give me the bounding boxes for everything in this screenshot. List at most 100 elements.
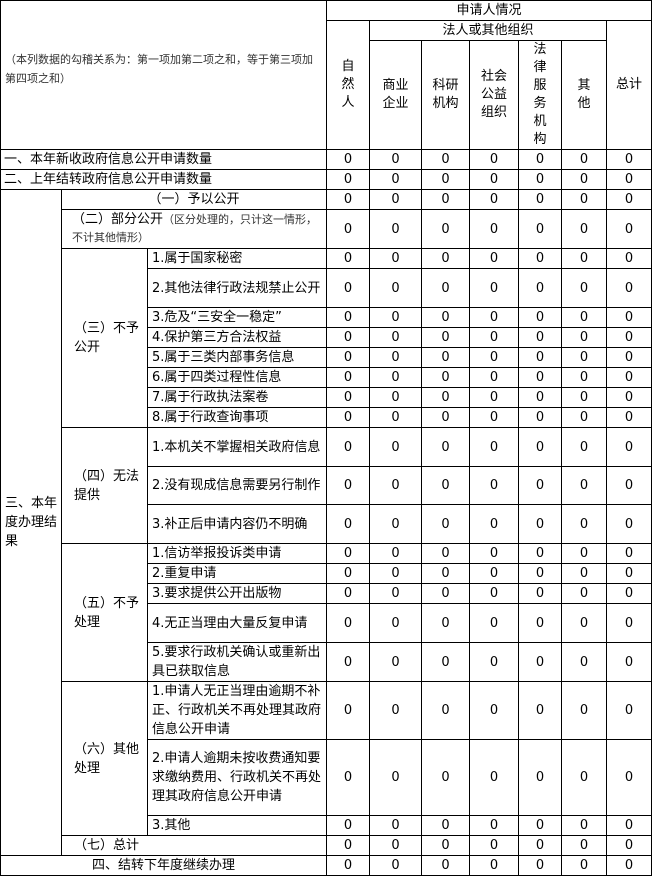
value-cell: 0 bbox=[369, 855, 423, 876]
value-cell: 0 bbox=[326, 248, 371, 269]
value-cell: 0 bbox=[561, 307, 608, 328]
value-cell: 0 bbox=[421, 739, 471, 816]
value-cell: 0 bbox=[421, 466, 471, 505]
value-cell: 0 bbox=[606, 466, 652, 505]
value-cell: 0 bbox=[518, 189, 563, 210]
value-cell: 0 bbox=[326, 855, 371, 876]
value-cell: 0 bbox=[369, 681, 423, 740]
header-natural-person: 自然人 bbox=[326, 20, 371, 150]
value-cell: 0 bbox=[606, 603, 652, 643]
value-cell: 0 bbox=[421, 642, 471, 682]
value-cell: 0 bbox=[561, 739, 608, 816]
value-cell: 0 bbox=[421, 407, 471, 428]
value-cell: 0 bbox=[369, 248, 423, 269]
row-label-item: 4.无正当理由大量反复申请 bbox=[146, 603, 328, 643]
value-cell: 0 bbox=[369, 466, 423, 505]
row-label-item: 5.属于三类内部事务信息 bbox=[146, 347, 328, 368]
value-cell: 0 bbox=[606, 855, 652, 876]
value-cell: 0 bbox=[518, 855, 563, 876]
header-org-column: 其他 bbox=[561, 40, 608, 150]
row-label-carry-next: 四、结转下年度继续办理 bbox=[0, 855, 328, 876]
value-cell: 0 bbox=[518, 603, 563, 643]
value-cell: 0 bbox=[606, 583, 652, 604]
table-row: 3.危及“三安全一稳定” 0 0 0 0 0 0 0 bbox=[1, 307, 652, 328]
value-cell: 0 bbox=[469, 583, 520, 604]
value-cell: 0 bbox=[421, 855, 471, 876]
g2-label: （二）部分公开 bbox=[72, 212, 164, 227]
value-cell: 0 bbox=[421, 248, 471, 269]
value-cell: 0 bbox=[606, 563, 652, 584]
row-label-g5: （五）不予处理 bbox=[61, 543, 148, 682]
value-cell: 0 bbox=[606, 407, 652, 428]
value-cell: 0 bbox=[469, 149, 520, 170]
value-cell: 0 bbox=[369, 307, 423, 328]
value-cell: 0 bbox=[606, 681, 652, 740]
value-cell: 0 bbox=[606, 189, 652, 210]
value-cell: 0 bbox=[469, 209, 520, 249]
value-cell: 0 bbox=[326, 739, 371, 816]
row-label-item: 1.信访举报投诉类申请 bbox=[146, 543, 328, 564]
value-cell: 0 bbox=[518, 347, 563, 368]
value-cell: 0 bbox=[561, 387, 608, 408]
value-cell: 0 bbox=[518, 387, 563, 408]
value-cell: 0 bbox=[326, 642, 371, 682]
row-label-item: 4.保护第三方合法权益 bbox=[146, 327, 328, 348]
row-label-g4: （四）无法提供 bbox=[61, 427, 148, 544]
value-cell: 0 bbox=[561, 169, 608, 190]
value-cell: 0 bbox=[561, 466, 608, 505]
row-label-carried-over: 二、上年结转政府信息公开申请数量 bbox=[0, 169, 328, 190]
value-cell: 0 bbox=[561, 563, 608, 584]
value-cell: 0 bbox=[561, 327, 608, 348]
row-label-g2: （二）部分公开（区分处理的，只计这一情形，不计其他情形） bbox=[60, 209, 328, 249]
table-row: 2.没有现成信息需要另行制作 0 0 0 0 0 0 0 bbox=[1, 466, 652, 505]
header-org-column: 社会公益组织 bbox=[469, 40, 520, 150]
value-cell: 0 bbox=[469, 681, 520, 740]
value-cell: 0 bbox=[369, 149, 423, 170]
value-cell: 0 bbox=[561, 603, 608, 643]
header-note-text: （本列数据的勾稽关系为：第一项加第二项之和，等于第三项加第四项之和） bbox=[5, 53, 313, 85]
value-cell: 0 bbox=[421, 209, 471, 249]
value-cell: 0 bbox=[369, 209, 423, 249]
g2-note: （区分处理的，只计这一情形，不计其他情形） bbox=[72, 213, 318, 244]
value-cell: 0 bbox=[469, 855, 520, 876]
value-cell: 0 bbox=[326, 169, 371, 190]
value-cell: 0 bbox=[518, 248, 563, 269]
value-cell: 0 bbox=[561, 427, 608, 467]
value-cell: 0 bbox=[518, 268, 563, 308]
value-cell: 0 bbox=[518, 642, 563, 682]
value-cell: 0 bbox=[421, 347, 471, 368]
value-cell: 0 bbox=[326, 543, 371, 564]
value-cell: 0 bbox=[326, 563, 371, 584]
value-cell: 0 bbox=[606, 347, 652, 368]
value-cell: 0 bbox=[561, 583, 608, 604]
value-cell: 0 bbox=[469, 466, 520, 505]
value-cell: 0 bbox=[326, 466, 371, 505]
value-cell: 0 bbox=[606, 268, 652, 308]
header-applicant: 申请人情况 bbox=[326, 0, 652, 21]
value-cell: 0 bbox=[369, 504, 423, 544]
row-label-item: 2.没有现成信息需要另行制作 bbox=[146, 466, 328, 505]
value-cell: 0 bbox=[421, 504, 471, 544]
table-row: 4.保护第三方合法权益 0 0 0 0 0 0 0 bbox=[1, 327, 652, 348]
row-label-g6: （六）其他处理 bbox=[61, 681, 148, 836]
value-cell: 0 bbox=[469, 189, 520, 210]
table-row: （五）不予处理 1.信访举报投诉类申请 0 0 0 0 0 0 0 bbox=[1, 543, 652, 682]
value-cell: 0 bbox=[561, 681, 608, 740]
value-cell: 0 bbox=[326, 681, 371, 740]
value-cell: 0 bbox=[561, 367, 608, 388]
value-cell: 0 bbox=[518, 504, 563, 544]
table-row: 一、本年新收政府信息公开申请数量 0 0 0 0 0 0 0 bbox=[0, 149, 652, 170]
value-cell: 0 bbox=[421, 681, 471, 740]
value-cell: 0 bbox=[421, 603, 471, 643]
value-cell: 0 bbox=[369, 603, 423, 643]
table-row: 2.其他法律行政法规禁止公开 0 0 0 0 0 0 0 bbox=[1, 268, 652, 308]
row-label-g3: （三）不予公开 bbox=[61, 248, 148, 428]
value-cell: 0 bbox=[606, 307, 652, 328]
header-total: 总计 bbox=[606, 20, 652, 150]
table-row: （四）无法提供 1.本机关不掌握相关政府信息 0 0 0 0 0 0 0 bbox=[1, 427, 652, 544]
value-cell: 0 bbox=[421, 543, 471, 564]
value-cell: 0 bbox=[326, 307, 371, 328]
value-cell: 0 bbox=[518, 835, 563, 856]
value-cell: 0 bbox=[469, 367, 520, 388]
row-label-item: 1.本机关不掌握相关政府信息 bbox=[146, 427, 328, 467]
